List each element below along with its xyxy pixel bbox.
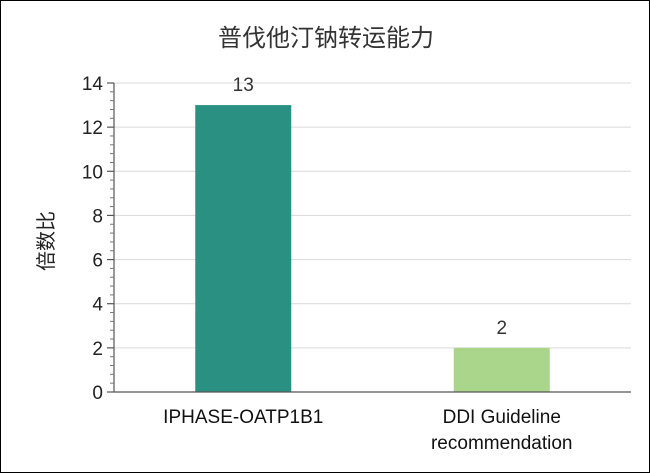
gridlines — [114, 82, 631, 349]
x-category-label: recommendation — [431, 433, 573, 454]
data-labels: 13 2 — [233, 75, 507, 339]
bar — [195, 105, 292, 393]
y-tick-label: 6 — [92, 251, 103, 272]
data-label: 2 — [496, 318, 507, 339]
bar — [453, 347, 550, 392]
y-tick-label: 14 — [82, 74, 104, 95]
x-category-label: DDI Guideline — [443, 407, 561, 428]
x-category-label: IPHASE-OATP1B1 — [163, 407, 323, 428]
y-axis: 0 2 4 6 8 10 12 14 — [82, 74, 115, 404]
bars — [195, 105, 550, 393]
chart-title: 普伐他汀钠转运能力 — [218, 24, 434, 52]
data-label: 13 — [233, 75, 254, 96]
y-tick-label: 12 — [82, 118, 103, 139]
y-tick-label: 10 — [82, 162, 103, 183]
y-axis-label: 倍数比 — [34, 211, 58, 271]
y-tick-label: 8 — [92, 206, 103, 227]
y-tick-label: 4 — [92, 295, 103, 316]
y-tick-label: 2 — [92, 339, 103, 360]
x-axis: IPHASE-OATP1B1 DDI Guideline recommendatio… — [114, 391, 631, 454]
y-tick-label: 0 — [92, 383, 103, 404]
